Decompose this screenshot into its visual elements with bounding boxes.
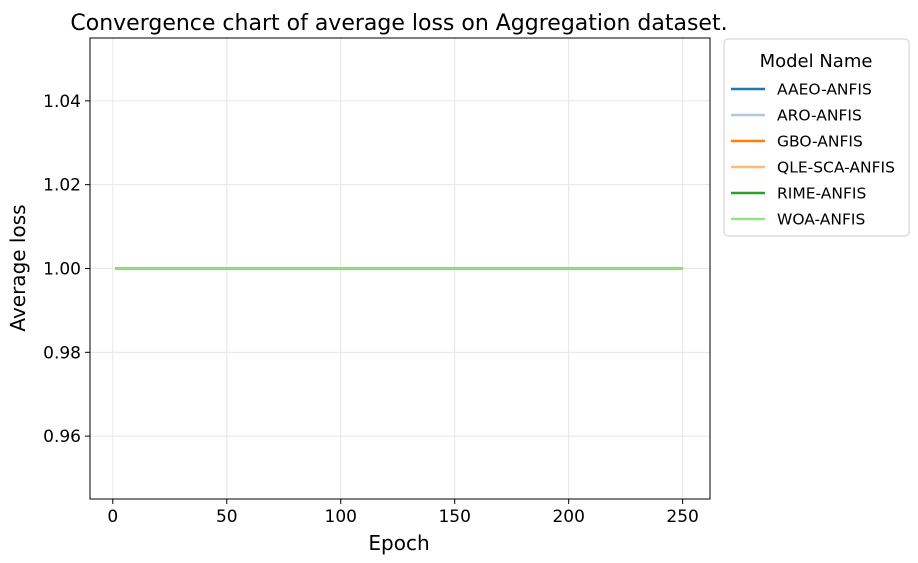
legend-label: QLE-SCA-ANFIS <box>777 159 895 177</box>
legend: Model Name AAEO-ANFIS ARO-ANFIS GBO-ANFIS Q… <box>723 38 910 237</box>
x-tick-label: 150 <box>438 507 470 527</box>
y-tick-label: 1.00 <box>43 260 81 280</box>
x-tick-label: 50 <box>216 507 238 527</box>
legend-label: RIME-ANFIS <box>777 185 866 203</box>
x-tick-label: 250 <box>666 507 698 527</box>
y-tick-label: 0.96 <box>43 427 81 447</box>
x-tick-label: 0 <box>107 507 118 527</box>
chart-title: Convergence chart of average loss on Agg… <box>70 11 727 36</box>
legend-label: ARO-ANFIS <box>777 107 862 125</box>
x-tick-label: 100 <box>325 507 357 527</box>
y-tick-label: 0.98 <box>43 343 81 363</box>
y-axis-ticks: 0.96 0.98 1.00 1.02 1.04 <box>43 92 90 447</box>
x-axis-ticks: 0 50 100 150 200 250 <box>107 499 699 527</box>
legend-label: AAEO-ANFIS <box>777 81 872 99</box>
legend-label: GBO-ANFIS <box>777 133 863 151</box>
y-tick-label: 1.02 <box>43 176 81 196</box>
y-tick-label: 1.04 <box>43 92 81 112</box>
legend-title: Model Name <box>760 51 873 72</box>
legend-label: WOA-ANFIS <box>777 211 865 229</box>
x-tick-label: 200 <box>552 507 584 527</box>
x-axis-label: Epoch <box>368 531 429 555</box>
y-axis-label: Average loss <box>6 204 30 331</box>
legend-items: AAEO-ANFIS ARO-ANFIS GBO-ANFIS QLE-SCA-ANFI… <box>731 81 895 229</box>
legend-box <box>723 38 910 237</box>
